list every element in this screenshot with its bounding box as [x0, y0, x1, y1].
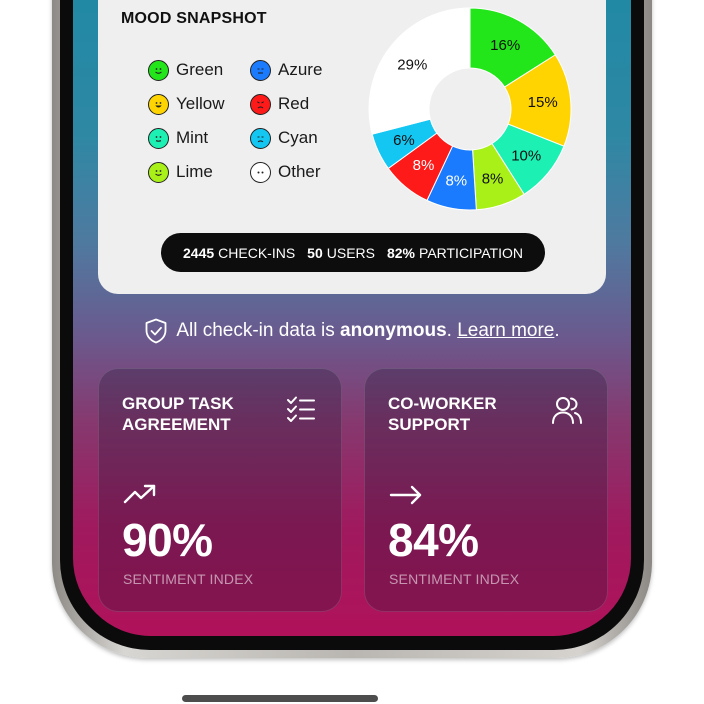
mood-title: MOOD SNAPSHOT	[121, 10, 267, 27]
slice-label-red: 8%	[413, 157, 435, 174]
users-icon	[552, 397, 582, 424]
coworker-support-tile[interactable]: CO-WORKER SUPPORT 84% SENTIMENT INDEX	[364, 368, 608, 612]
legend-label: Green	[176, 60, 224, 79]
participation-stat: 82% PARTICIPATION	[387, 245, 523, 261]
tile-value: 84%	[388, 514, 479, 566]
checkins-label: CHECK-INS	[218, 244, 296, 261]
legend-item-other: Other	[250, 160, 321, 184]
arrow-right-icon	[389, 485, 422, 505]
learn-more-link[interactable]: Learn more	[457, 320, 555, 341]
checkins-stat: 2445 CHECK-INS	[183, 245, 295, 261]
slice-label-yellow: 15%	[528, 94, 558, 111]
participation-value: 82%	[386, 244, 416, 261]
legend-item-yellow: Yellow	[148, 92, 225, 116]
lime-face-icon	[148, 161, 169, 183]
privacy-period: .	[446, 320, 452, 341]
tile-subtitle: SENTIMENT INDEX	[389, 571, 520, 587]
users-value: 50	[307, 244, 323, 261]
mood-donut-chart: 16% 15% 10% 8% 8% 8% 6% 29%	[368, 7, 572, 211]
legend-label: Red	[278, 94, 310, 113]
slice-other	[368, 7, 471, 135]
red-face-icon	[250, 93, 271, 115]
legend-item-lime: Lime	[148, 160, 213, 184]
home-indicator[interactable]	[182, 695, 378, 702]
stats-pill: 2445 CHECK-INS 50 USERS 82% PARTICIPATION	[161, 233, 545, 272]
tile-value: 90%	[122, 514, 213, 566]
tile-title: GROUP TASK AGREEMENT	[122, 394, 234, 434]
privacy-text: All check-in data is anonymous. Learn mo…	[176, 320, 559, 342]
slice-label-cyan: 6%	[393, 132, 415, 149]
other-face-icon	[250, 161, 271, 183]
participation-label: PARTICIPATION	[419, 244, 523, 261]
users-label: USERS	[326, 244, 375, 261]
legend-label: Yellow	[176, 94, 225, 113]
mood-snapshot-card: MOOD SNAPSHOT Green Yellow Mint Lime Azure Re…	[98, 0, 606, 294]
trending-up-icon	[123, 484, 156, 504]
shield-icon	[145, 318, 167, 344]
privacy-bold: anonymous	[340, 320, 447, 341]
legend-item-azure: Azure	[250, 58, 322, 82]
tile-title: CO-WORKER SUPPORT	[388, 394, 497, 434]
slice-label-mint: 10%	[511, 148, 541, 165]
checklist-icon	[287, 396, 315, 422]
users-stat: 50 USERS	[307, 245, 375, 261]
legend-label: Cyan	[278, 128, 318, 147]
legend-label: Lime	[176, 162, 213, 181]
slice-label-azure: 8%	[445, 173, 467, 190]
mint-face-icon	[148, 127, 169, 149]
checkins-value: 2445	[183, 244, 215, 261]
legend-label: Mint	[176, 128, 209, 147]
legend-item-mint: Mint	[148, 126, 208, 150]
slice-green	[469, 7, 556, 88]
privacy-suffix: .	[554, 320, 560, 341]
privacy-prefix: All check-in data is	[176, 320, 335, 341]
slice-label-other: 29%	[397, 56, 427, 73]
slice-label-lime: 8%	[482, 170, 504, 187]
privacy-note: All check-in data is anonymous. Learn mo…	[73, 318, 631, 344]
group-task-agreement-tile[interactable]: GROUP TASK AGREEMENT 90% SENTIMENT INDEX	[98, 368, 342, 612]
legend-label: Other	[278, 162, 321, 181]
slice-label-green: 16%	[490, 37, 520, 54]
yellow-face-icon	[148, 93, 169, 115]
legend-item-cyan: Cyan	[250, 126, 318, 150]
legend-item-green: Green	[148, 58, 223, 82]
azure-face-icon	[250, 59, 271, 81]
legend-item-red: Red	[250, 92, 309, 116]
tile-subtitle: SENTIMENT INDEX	[123, 571, 254, 587]
app-screen: MOOD SNAPSHOT Green Yellow Mint Lime Azure Re…	[73, 0, 631, 636]
cyan-face-icon	[250, 127, 271, 149]
legend-label: Azure	[278, 60, 323, 79]
green-face-icon	[148, 59, 169, 81]
